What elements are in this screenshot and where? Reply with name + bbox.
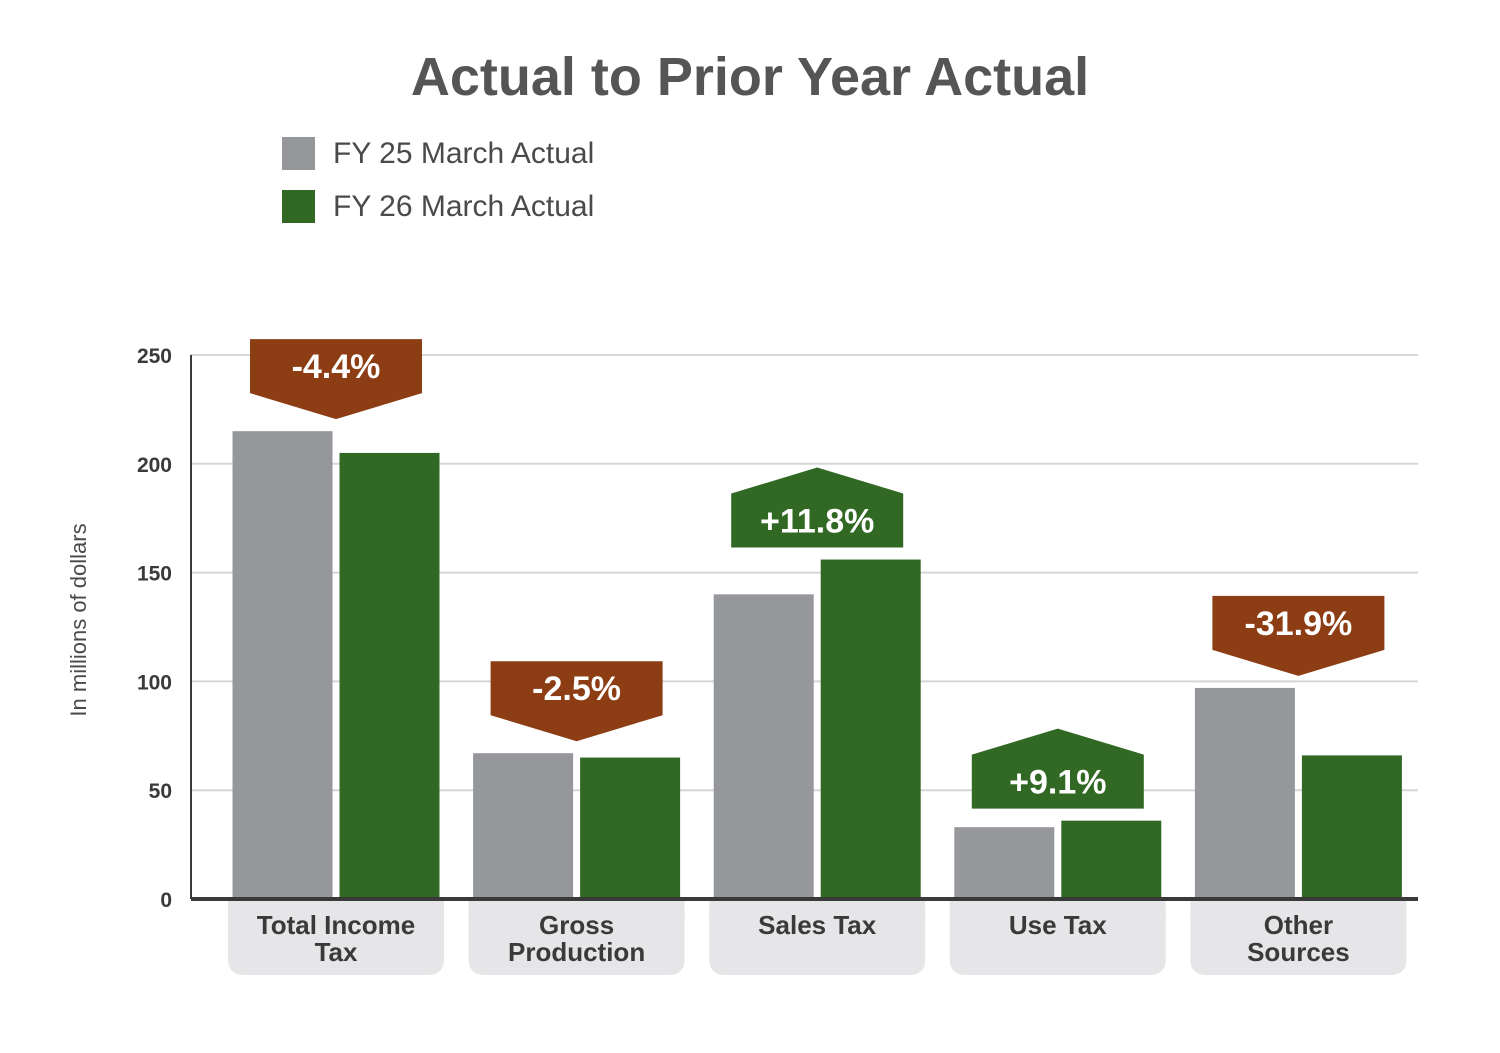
legend: FY 25 March Actual FY 26 March Actual [282, 137, 594, 223]
change-badge [490, 661, 663, 742]
y-tick-label: 100 [137, 671, 172, 694]
bar-fy26 [580, 757, 681, 899]
category-label: Tax [315, 937, 358, 967]
chart-title: Actual to Prior Year Actual [411, 47, 1089, 107]
category-label: Use Tax [1009, 910, 1107, 940]
legend-label-fy26: FY 26 March Actual [333, 190, 594, 223]
category-label-box-top [1190, 899, 1407, 919]
category-label: Gross [539, 910, 614, 940]
y-tick-labels: 0 50 100 150 200 250 [137, 345, 172, 912]
bars [232, 431, 1402, 899]
bar-fy25 [232, 431, 333, 899]
change-badge-label: +9.1% [1009, 764, 1106, 802]
y-tick-label: 200 [137, 454, 172, 477]
bar-fy25 [473, 753, 574, 899]
legend-swatch-fy25 [282, 137, 315, 170]
y-tick-label: 0 [160, 889, 172, 912]
bar-fy25 [954, 827, 1055, 899]
bar-fy26 [1061, 820, 1162, 899]
category-label-boxes [228, 899, 1407, 975]
category-label: Sales Tax [758, 910, 877, 940]
category-label-box-top [228, 899, 444, 919]
category-label-box-top [468, 899, 685, 919]
axes [190, 355, 1418, 901]
change-badge-label: -4.4% [292, 348, 381, 386]
bar-fy25 [713, 594, 814, 899]
change-badge [971, 728, 1144, 809]
y-tick-label: 250 [137, 345, 172, 368]
change-badges: -4.4% -2.5% +11.8% +9.1% -31.9% [250, 339, 1385, 809]
category-label-box-top [709, 899, 926, 919]
bar-fy26 [820, 559, 921, 899]
change-badge-label: +11.8% [760, 503, 874, 541]
change-badge [250, 339, 422, 420]
bar-fy25 [1194, 687, 1295, 899]
change-badge [1212, 595, 1385, 676]
category-label-box-top [949, 899, 1166, 919]
category-label: Total Income [257, 910, 415, 940]
category-label: Sources [1247, 937, 1350, 967]
bar-fy26 [1301, 755, 1402, 899]
change-badge [731, 467, 904, 548]
y-tick-label: 150 [137, 563, 172, 586]
y-tick-label: 50 [149, 780, 172, 803]
y-axis-label: In millions of dollars [66, 523, 91, 716]
change-badge-label: -31.9% [1245, 605, 1353, 643]
bar-fy26 [339, 452, 440, 899]
change-badge-label: -2.5% [532, 670, 621, 708]
category-label: Other [1264, 910, 1333, 940]
legend-label-fy25: FY 25 March Actual [333, 137, 594, 170]
category-label: Production [508, 937, 645, 967]
legend-swatch-fy26 [282, 190, 315, 223]
